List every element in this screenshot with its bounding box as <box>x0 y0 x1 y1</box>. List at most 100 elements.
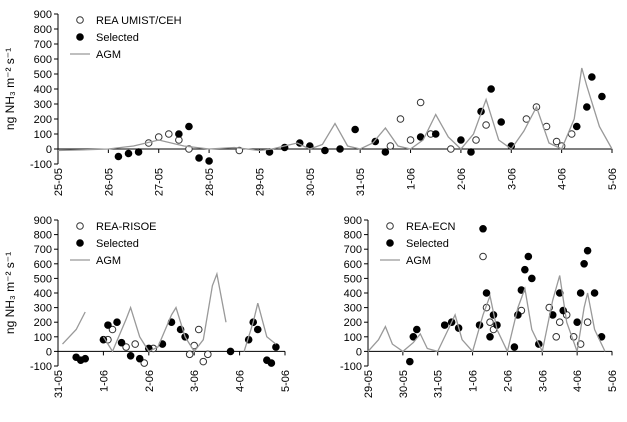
x-tick-label: 1-06 <box>406 168 418 190</box>
data-point <box>406 136 415 144</box>
data-point <box>108 325 117 334</box>
y-tick-label: 300 <box>34 303 52 315</box>
data-point <box>576 289 585 297</box>
x-tick-label: 4-06 <box>557 168 569 190</box>
data-point <box>124 149 133 158</box>
y-tick-label: 700 <box>34 39 52 51</box>
data-point <box>154 133 163 141</box>
data-point <box>351 125 359 134</box>
agm-line <box>367 275 606 354</box>
data-point <box>165 130 173 138</box>
data-point <box>204 350 212 359</box>
data-point <box>555 289 564 297</box>
x-tick-label: 26-05 <box>103 168 115 196</box>
data-point <box>440 321 449 329</box>
data-point <box>409 333 418 341</box>
data-point <box>572 122 581 131</box>
x-tick-label: 29-05 <box>254 168 266 196</box>
x-tick-label: 5-06 <box>280 370 292 392</box>
y-tick-label: 100 <box>34 129 52 141</box>
data-point <box>386 142 395 150</box>
data-point <box>583 318 592 327</box>
data-point <box>521 265 529 274</box>
x-tick-label: 27-05 <box>154 168 166 196</box>
data-point <box>555 318 564 327</box>
legend-swatch <box>76 33 84 41</box>
data-point <box>472 136 480 144</box>
x-tick-label: 3-06 <box>537 370 549 392</box>
agm-line <box>62 271 277 353</box>
legend-label: AGM <box>96 255 121 267</box>
data-point <box>479 224 487 233</box>
data-point <box>552 137 561 146</box>
y-tick-label: 100 <box>34 332 52 344</box>
data-point <box>126 351 135 360</box>
legend-label: REA UMIST/CEH <box>96 15 182 27</box>
data-point <box>580 260 588 268</box>
x-tick-label: 2-06 <box>144 370 156 392</box>
data-point <box>524 252 533 261</box>
data-point <box>431 130 440 138</box>
y-tick-label: 800 <box>34 24 52 36</box>
data-point <box>396 115 405 123</box>
data-point <box>194 325 203 334</box>
x-tick-label: 30-05 <box>398 370 410 398</box>
y-axis-label: ng NH₃ m⁻² s⁻¹ <box>3 252 17 334</box>
x-tick-label: 31-05 <box>433 370 445 398</box>
y-tick-label: 500 <box>34 69 52 81</box>
y-tick-label: 200 <box>344 317 362 329</box>
legend-swatch <box>76 239 84 247</box>
x-tick-label: 28-05 <box>204 168 216 196</box>
y-tick-label: -100 <box>30 361 52 373</box>
y-tick-label: -100 <box>340 361 362 373</box>
data-point <box>457 136 465 144</box>
data-point <box>486 318 494 327</box>
y-tick-label: 500 <box>34 273 52 285</box>
data-point <box>510 343 519 351</box>
data-point <box>467 148 475 156</box>
legend-label: REA-RISOE <box>96 221 157 233</box>
x-tick-label: 4-06 <box>572 370 584 392</box>
data-point <box>253 325 262 334</box>
y-tick-label: 900 <box>34 9 52 21</box>
data-point <box>267 359 276 367</box>
y-tick-label: 700 <box>344 244 362 256</box>
y-tick-label: 600 <box>34 54 52 66</box>
data-point <box>598 92 606 101</box>
data-point <box>199 357 208 366</box>
legend-label: Selected <box>406 238 449 250</box>
x-tick-label: 1-06 <box>468 370 480 392</box>
data-point <box>81 354 90 363</box>
x-tick-label: 1-06 <box>98 370 110 392</box>
y-tick-label: 800 <box>34 230 52 242</box>
x-tick-label: 4-06 <box>235 370 247 392</box>
y-tick-label: 0 <box>46 346 52 358</box>
data-point <box>588 73 596 81</box>
data-point <box>371 137 380 146</box>
y-tick-label: 900 <box>34 215 52 227</box>
legend-label: AGM <box>406 255 431 267</box>
x-tick-label: 2-06 <box>456 168 468 190</box>
data-point <box>195 154 203 162</box>
y-tick-label: 600 <box>34 259 52 271</box>
data-point <box>447 145 455 153</box>
data-point <box>479 252 487 261</box>
legend-swatch <box>76 222 84 230</box>
data-point <box>482 121 490 129</box>
legend-label: Selected <box>96 32 139 44</box>
x-tick-label: 30-05 <box>305 168 317 196</box>
legend-swatch <box>76 16 84 24</box>
y-tick-label: 600 <box>344 259 362 271</box>
data-point <box>590 289 599 297</box>
data-point <box>482 289 491 297</box>
x-tick-label: 2-06 <box>502 370 514 392</box>
y-axis-label: ng NH₃ m⁻² s⁻¹ <box>3 48 17 130</box>
data-point <box>226 347 235 356</box>
data-point <box>117 338 126 347</box>
data-point <box>573 318 581 327</box>
legend-swatch <box>386 239 394 247</box>
data-point <box>413 325 421 334</box>
legend-label: AGM <box>96 49 121 61</box>
data-point <box>552 333 561 341</box>
